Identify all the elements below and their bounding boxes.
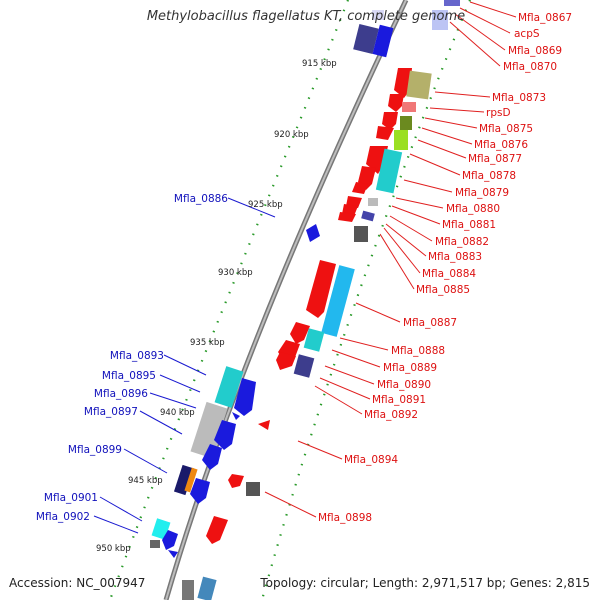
gene-label[interactable]: Mfla_0875: [479, 123, 533, 135]
scale-label: 925 kbp: [248, 200, 283, 210]
gene-label[interactable]: Mfla_0897: [84, 406, 138, 418]
scale-label: 935 kbp: [190, 338, 225, 348]
gene-label[interactable]: Mfla_0880: [446, 203, 500, 215]
gene-label[interactable]: Mfla_0877: [468, 153, 522, 165]
scale-label: 915 kbp: [302, 59, 337, 69]
gene-label[interactable]: Mfla_0894: [344, 454, 398, 466]
scale-label: 940 kbp: [160, 408, 195, 418]
scale-labels: 915 kbp 920 kbp 925 kbp 930 kbp 935 kbp …: [96, 59, 337, 554]
gene-label[interactable]: Mfla_0879: [455, 187, 509, 199]
forward-features: [206, 0, 460, 544]
gene-label[interactable]: Mfla_0902: [36, 511, 90, 523]
gene-label[interactable]: Mfla_0890: [377, 379, 431, 391]
scale-track: [108, 0, 472, 600]
gene-label[interactable]: Mfla_0886: [174, 193, 228, 205]
gene-label[interactable]: Mfla_0892: [364, 409, 418, 421]
reverse-leader-lines: [93, 197, 276, 534]
scale-label: 930 kbp: [218, 268, 253, 278]
gene-label[interactable]: Mfla_0898: [318, 512, 372, 524]
map-title-text: Methylobacillus flagellatus KT, complete…: [146, 9, 466, 24]
gene-label[interactable]: Mfla_0891: [372, 394, 426, 406]
gene-label[interactable]: Mfla_0889: [383, 362, 437, 374]
forward-gene-labels: Mfla_0867 acpS Mfla_0869 Mfla_0870 Mfla_…: [318, 12, 572, 524]
gene-label[interactable]: Mfla_0895: [102, 370, 156, 382]
reverse-gene-labels: Mfla_0886 Mfla_0893 Mfla_0895 Mfla_0896 …: [36, 193, 228, 523]
gene-label[interactable]: Mfla_0878: [462, 170, 516, 182]
gene-label[interactable]: Mfla_0867: [518, 12, 572, 24]
gene-label[interactable]: Mfla_0896: [94, 388, 148, 400]
gene-label[interactable]: Mfla_0870: [503, 61, 557, 73]
scale-label: 950 kbp: [96, 544, 131, 554]
gene-label[interactable]: Mfla_0883: [428, 251, 482, 263]
forward-leader-lines: [264, 1, 517, 518]
gene-label[interactable]: Mfla_0885: [416, 284, 470, 296]
topology-label: Topology: circular; Length: 2,971,517 bp…: [260, 576, 590, 590]
gene-label[interactable]: Mfla_0901: [44, 492, 98, 504]
accession-label: Accession: NC_007947: [9, 576, 146, 590]
map-title: Methylobacillus flagellatus KT, complete…: [0, 9, 600, 24]
gene-label[interactable]: Mfla_0884: [422, 268, 476, 280]
gene-label[interactable]: Mfla_0893: [110, 350, 164, 362]
gene-label[interactable]: Mfla_0873: [492, 92, 546, 104]
scale-label: 945 kbp: [128, 476, 163, 486]
scale-label: 920 kbp: [274, 130, 309, 140]
gene-label[interactable]: Mfla_0888: [391, 345, 445, 357]
gene-label[interactable]: acpS: [514, 28, 540, 40]
gene-label[interactable]: Mfla_0899: [68, 444, 122, 456]
gene-label[interactable]: Mfla_0887: [403, 317, 457, 329]
gene-label[interactable]: Mfla_0881: [442, 219, 496, 231]
gene-label[interactable]: Mfla_0882: [435, 236, 489, 248]
gene-label[interactable]: rpsD: [486, 107, 511, 119]
gene-label[interactable]: Mfla_0876: [474, 139, 528, 151]
genome-backbone: [163, 0, 409, 600]
reverse-features: [150, 10, 394, 600]
gene-label[interactable]: Mfla_0869: [508, 45, 562, 57]
